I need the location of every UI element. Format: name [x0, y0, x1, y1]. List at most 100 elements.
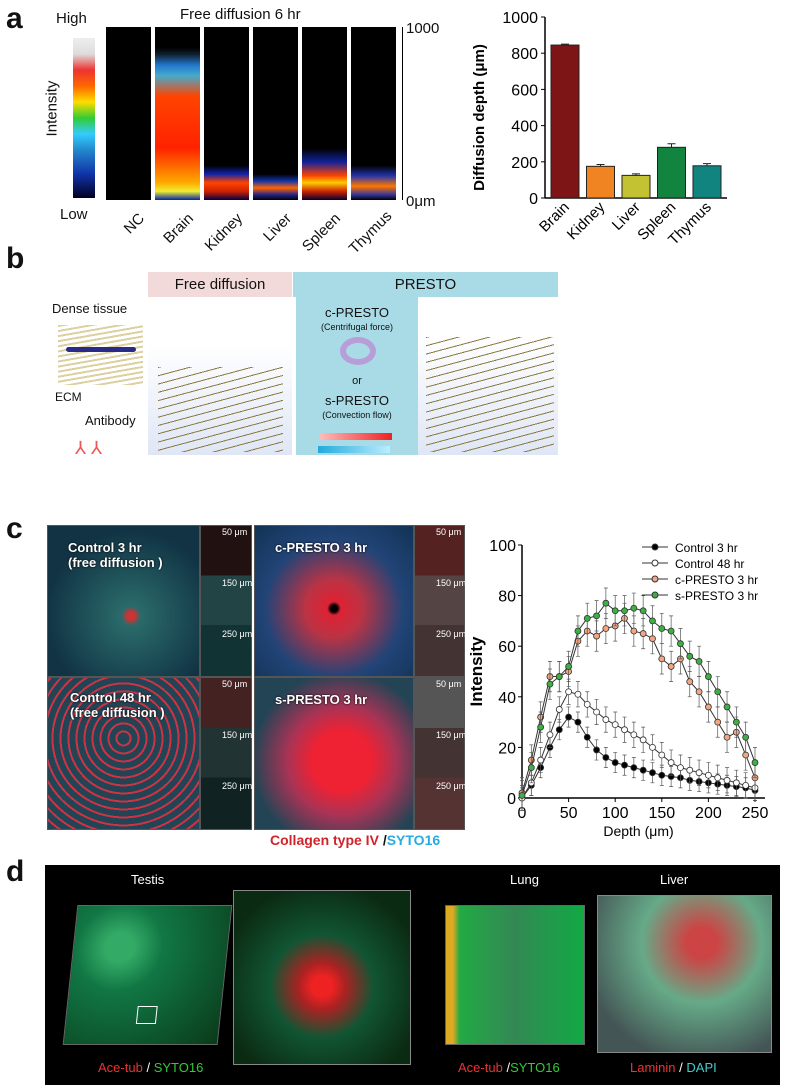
- legend-sep: /: [679, 1060, 683, 1075]
- series-s-presto-3-hr: [518, 587, 759, 811]
- dense-tissue-label: Dense tissue: [52, 301, 128, 316]
- sample-label: Liver: [260, 210, 296, 246]
- y-tick-label: 20: [498, 740, 516, 757]
- depth-bottom-label: 0μm: [406, 193, 436, 210]
- y-tick-label: 800: [511, 46, 538, 63]
- data-point: [686, 766, 694, 774]
- x-axis-label: Depth (μm): [603, 823, 673, 839]
- slice-depth-label: 250 μm: [436, 629, 467, 639]
- data-point: [649, 743, 656, 751]
- data-point: [574, 627, 582, 635]
- slice-depth-label: 50 μm: [222, 679, 248, 689]
- data-point: [621, 726, 628, 734]
- data-point: [546, 731, 554, 739]
- testis-image: [62, 905, 233, 1045]
- data-point: [583, 614, 591, 622]
- data-point: [537, 723, 545, 731]
- slice-depth-label: 150 μm: [222, 730, 253, 740]
- presto-header: PRESTO: [293, 272, 558, 297]
- intensity-depth-line-chart: 0 20 40 60 80 100 0 50 100 150 200 250 Depth (μm) Int…: [470, 538, 769, 839]
- series-c-presto-3-hr: [518, 602, 759, 809]
- bar-spleen: [657, 146, 686, 199]
- data-point: [667, 627, 675, 635]
- data-point: [704, 673, 712, 680]
- dense-tissue-illustration: [58, 325, 143, 385]
- data-point: [695, 688, 703, 696]
- presto-result-illustration: [418, 297, 558, 455]
- series-line: [521, 617, 756, 794]
- error-bar: [596, 164, 605, 167]
- legend-label: Control 48 hr: [675, 557, 744, 571]
- series-control-3-hr: [518, 706, 759, 809]
- stain-legend: Collagen type IV /SYTO16: [270, 832, 440, 848]
- liver-legend: Laminin / DAPI: [630, 1060, 717, 1075]
- legend-sep: /: [506, 1060, 511, 1075]
- data-point: [742, 733, 750, 741]
- control-48hr-slices: [200, 677, 252, 830]
- data-point: [723, 703, 731, 711]
- data-point: [639, 736, 647, 744]
- legend-marker: [651, 543, 659, 551]
- data-point: [583, 700, 591, 708]
- data-point: [732, 718, 740, 726]
- data-point: [602, 754, 610, 761]
- data-point: [546, 680, 554, 688]
- x-tick-label: 0: [518, 805, 527, 822]
- legend-green: DAPI: [686, 1060, 717, 1075]
- data-point: [555, 706, 563, 713]
- data-point: [602, 599, 610, 607]
- x-tick-label: 200: [695, 805, 722, 822]
- slice-depth-label: 150 μm: [436, 730, 467, 740]
- legend-sep: /: [146, 1060, 151, 1075]
- x-tick-label: 250: [742, 805, 769, 822]
- slice-depth-label: 150 μm: [436, 578, 467, 588]
- panel-label-a: a: [6, 2, 23, 35]
- slice-depth-label: 50 μm: [222, 527, 248, 537]
- data-point: [555, 726, 563, 734]
- data-point: [751, 759, 759, 766]
- s-presto-3hr-slices: [414, 677, 465, 830]
- error-bar: [561, 43, 569, 46]
- data-point: [593, 746, 600, 754]
- legend-green: SYTO16: [153, 1060, 204, 1075]
- colorbar-axis-label: Intensity: [43, 80, 61, 137]
- antibody-icon: ⅄ ⅄: [75, 438, 102, 458]
- x-tick-label: 150: [648, 805, 675, 822]
- sample-label: Kidney: [201, 210, 247, 255]
- data-point: [639, 766, 647, 774]
- y-tick-label: 0: [507, 791, 516, 808]
- error-bar: [667, 143, 676, 148]
- c-presto-sublabel: (Centrifugal force): [320, 322, 394, 332]
- data-point: [658, 625, 666, 632]
- data-point: [742, 781, 750, 789]
- free-diffusion-header: Free diffusion: [148, 272, 292, 297]
- data-point: [677, 640, 684, 648]
- stain-syto16: SYTO16: [386, 832, 441, 848]
- data-point: [686, 652, 694, 660]
- data-point: [732, 779, 740, 787]
- data-point: [714, 718, 722, 726]
- data-point: [704, 771, 712, 779]
- legend-label: Control 3 hr: [675, 541, 738, 555]
- slice-depth-label: 250 μm: [222, 629, 253, 639]
- y-tick-label: 600: [511, 82, 538, 99]
- data-point: [658, 655, 666, 663]
- y-axis-label: Intensity: [470, 636, 486, 706]
- data-point: [574, 718, 582, 726]
- data-point: [667, 759, 675, 766]
- data-point: [527, 764, 535, 772]
- s-presto-sublabel: (Convection flow): [322, 410, 392, 420]
- slice-depth-label: 50 μm: [436, 679, 462, 689]
- data-point: [583, 733, 591, 741]
- control-48hr-image: Control 48 hr (free diffusion ): [47, 677, 200, 830]
- data-point: [565, 688, 572, 696]
- bar-liver: [621, 174, 651, 199]
- data-point: [602, 625, 610, 632]
- slice-depth-label: 250 μm: [436, 781, 467, 791]
- data-point: [593, 632, 600, 640]
- data-point: [602, 716, 610, 723]
- slice-depth-label: 150 μm: [222, 578, 253, 588]
- data-point: [621, 607, 628, 615]
- data-point: [630, 764, 638, 772]
